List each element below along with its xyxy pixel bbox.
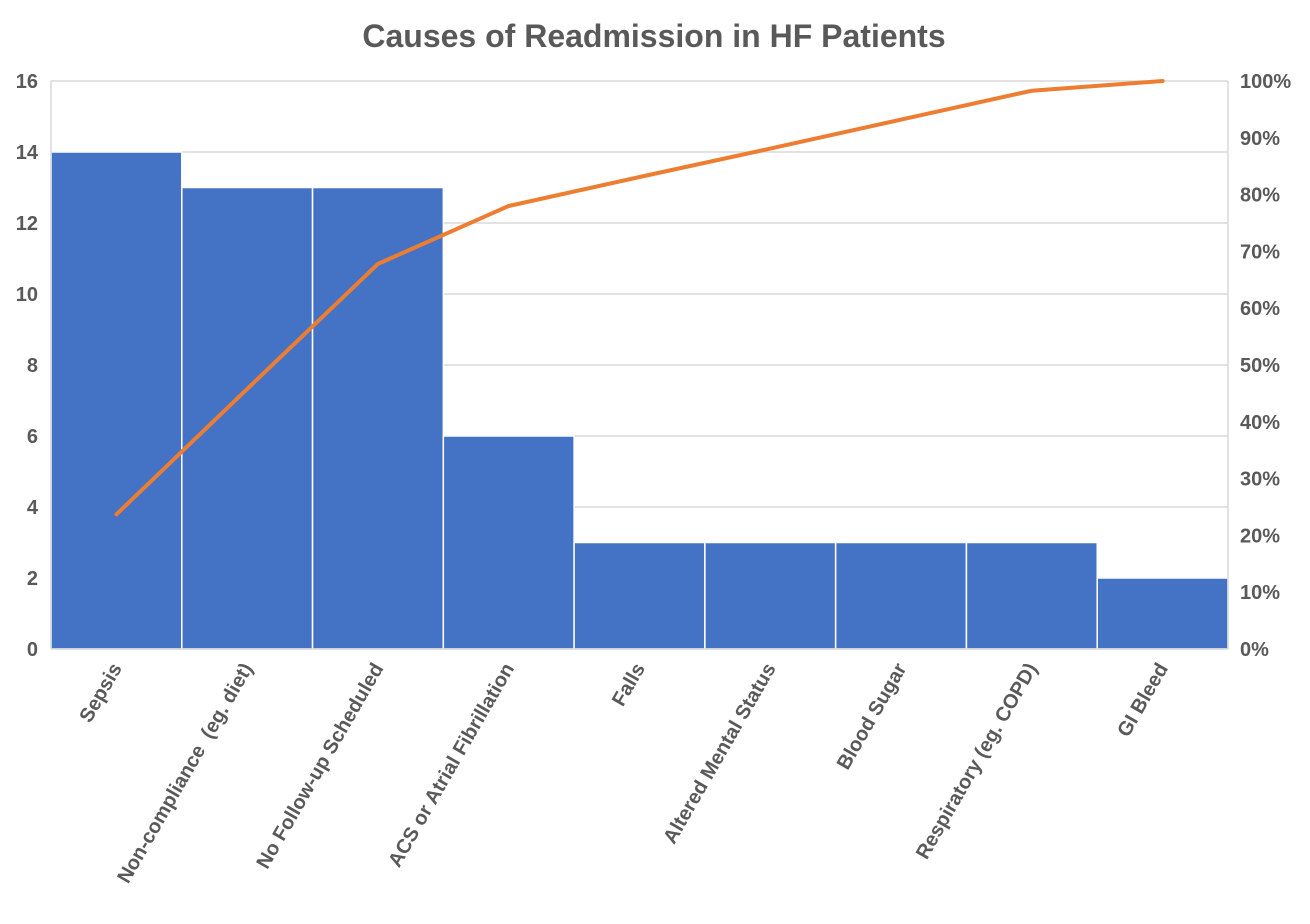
bar (181, 186, 314, 650)
axes (50, 81, 1229, 650)
bar (704, 541, 837, 650)
y-axis-left-ticks: 0 2 4 6 8 10 12 14 16 (16, 71, 39, 661)
bar (442, 435, 575, 650)
bar (50, 151, 183, 650)
y-left-tick-label: 6 (27, 426, 38, 448)
cumulative-line (114, 79, 1165, 517)
y-right-tick-label: 10% (1240, 582, 1280, 604)
cumulative-percent-line (114, 79, 1165, 517)
bars (50, 151, 1229, 650)
x-category-label: Non-compliance (eg. diet) (113, 660, 257, 888)
y-left-tick-label: 14 (16, 142, 39, 164)
y-axis-right-ticks: 0% 10% 20% 30% 40% 50% 60% 70% 80% 90% 100% (1240, 71, 1291, 661)
y-left-tick-label: 4 (27, 497, 39, 519)
bar (834, 541, 968, 650)
bar (311, 186, 445, 650)
y-right-tick-label: 20% (1240, 525, 1280, 547)
chart-title: Causes of Readmission in HF Patients (362, 18, 945, 54)
x-category-label: Falls (608, 660, 650, 710)
y-left-tick-label: 16 (16, 71, 38, 93)
y-right-tick-label: 0% (1240, 639, 1269, 661)
y-left-tick-label: 12 (16, 213, 38, 235)
y-right-tick-label: 80% (1240, 185, 1280, 207)
x-category-label: Sepsis (75, 660, 126, 727)
y-left-tick-label: 8 (27, 355, 38, 377)
y-left-tick-label: 0 (27, 639, 38, 661)
y-right-tick-label: 40% (1240, 412, 1280, 434)
y-right-tick-label: 100% (1240, 71, 1291, 93)
y-left-tick-label: 2 (27, 568, 38, 590)
x-category-label: No Follow-up Scheduled (253, 660, 389, 873)
x-category-label: Respiratory (eg. COPD) (912, 660, 1042, 863)
y-right-tick-label: 60% (1240, 298, 1280, 320)
x-category-label: Blood Sugar (833, 659, 912, 773)
x-category-label: Altered Mental Status (659, 660, 780, 848)
y-right-tick-label: 90% (1240, 128, 1280, 150)
y-right-tick-label: 70% (1240, 241, 1280, 263)
bar (1096, 577, 1229, 650)
x-category-label: GI Bleed (1113, 660, 1173, 741)
x-category-label: ACS or Atrial Fibrillation (384, 660, 519, 871)
bar (965, 541, 1098, 650)
y-left-tick-label: 10 (16, 284, 38, 306)
y-right-tick-label: 30% (1240, 469, 1280, 491)
y-right-tick-label: 50% (1240, 355, 1280, 377)
bar (573, 541, 706, 650)
